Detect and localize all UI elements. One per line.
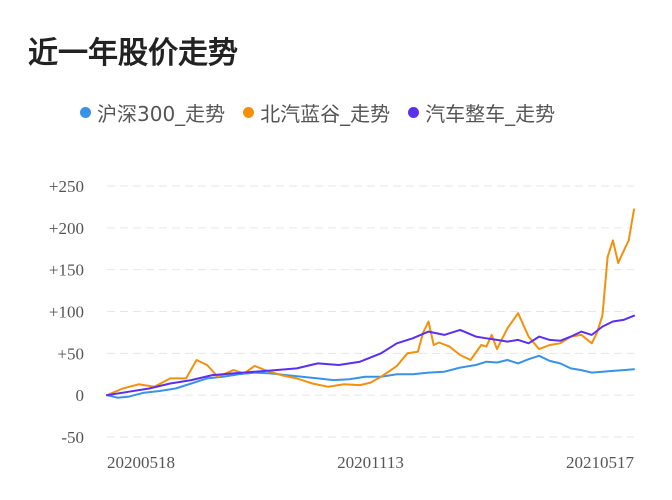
y-tick-label: +200: [49, 219, 84, 238]
y-tick-label: +100: [49, 303, 84, 322]
legend-item-bqlg[interactable]: 北汽蓝谷_走势: [243, 98, 390, 127]
y-tick-label: +50: [57, 344, 84, 363]
legend-label-hs300: 沪深300_走势: [97, 102, 226, 126]
y-tick-label: -50: [61, 428, 84, 447]
x-tick-label: 20201113: [337, 453, 404, 472]
y-tick-label: 0: [76, 386, 85, 405]
chart-legend: 沪深300_走势 北汽蓝谷_走势 汽车整车_走势: [80, 98, 555, 127]
legend-label-bqlg: 北汽蓝谷_走势: [260, 102, 391, 126]
y-tick-label: +250: [49, 177, 84, 196]
legend-item-qczc[interactable]: 汽车整车_走势: [408, 98, 555, 127]
legend-item-hs300[interactable]: 沪深300_走势: [80, 98, 225, 127]
x-tick-label: 20210517: [566, 453, 635, 472]
legend-marker-bqlg: [243, 107, 255, 118]
y-tick-label: +150: [49, 261, 84, 280]
legend-label-qczc: 汽车整车_走势: [425, 102, 556, 126]
series-line-0: [106, 354, 635, 399]
legend-marker-qczc: [408, 107, 420, 118]
x-tick-label: 20200518: [107, 453, 175, 472]
series-line-1: [106, 208, 635, 397]
legend-marker-hs300: [80, 107, 91, 118]
chart-title: 近一年股价走势: [28, 36, 238, 71]
series-line-2: [106, 314, 635, 397]
